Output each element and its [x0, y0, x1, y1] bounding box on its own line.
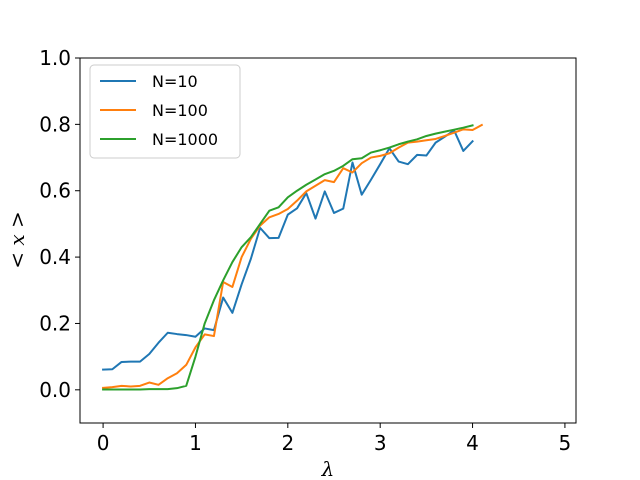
y-tick-label: 0.2 [39, 311, 71, 335]
legend-label-2: N=100 [152, 101, 208, 120]
series-line-3 [102, 124, 474, 391]
y-axis-label: < x > [5, 211, 29, 269]
y-tick-label: 0.4 [39, 245, 71, 269]
series-line-2 [102, 123, 484, 389]
y-tick-label: 1.0 [39, 46, 71, 70]
x-tick-label: 0 [97, 431, 110, 455]
y-tick-label: 0.0 [39, 378, 71, 402]
x-tick-label: 3 [374, 431, 387, 455]
y-tick-label: 0.6 [39, 179, 71, 203]
legend-box [89, 64, 241, 159]
series-line-1 [102, 129, 474, 371]
plot-frame [79, 57, 577, 424]
x-tick-label: 1 [189, 431, 202, 455]
x-tick-label: 5 [559, 431, 572, 455]
x-axis: 0 1 2 3 4 5 [97, 423, 572, 455]
y-tick-label: 0.8 [39, 112, 71, 136]
series-layer [102, 123, 484, 391]
x-tick-label: 4 [466, 431, 479, 455]
x-tick-label: 2 [281, 431, 294, 455]
legend-label-1: N=10 [152, 72, 198, 91]
legend: N=10 N=100 N=1000 [89, 64, 241, 159]
legend-label-3: N=1000 [152, 130, 218, 149]
y-axis: 0.0 0.2 0.4 0.6 0.8 1.0 [39, 46, 80, 402]
x-axis-label: λ [321, 457, 335, 480]
